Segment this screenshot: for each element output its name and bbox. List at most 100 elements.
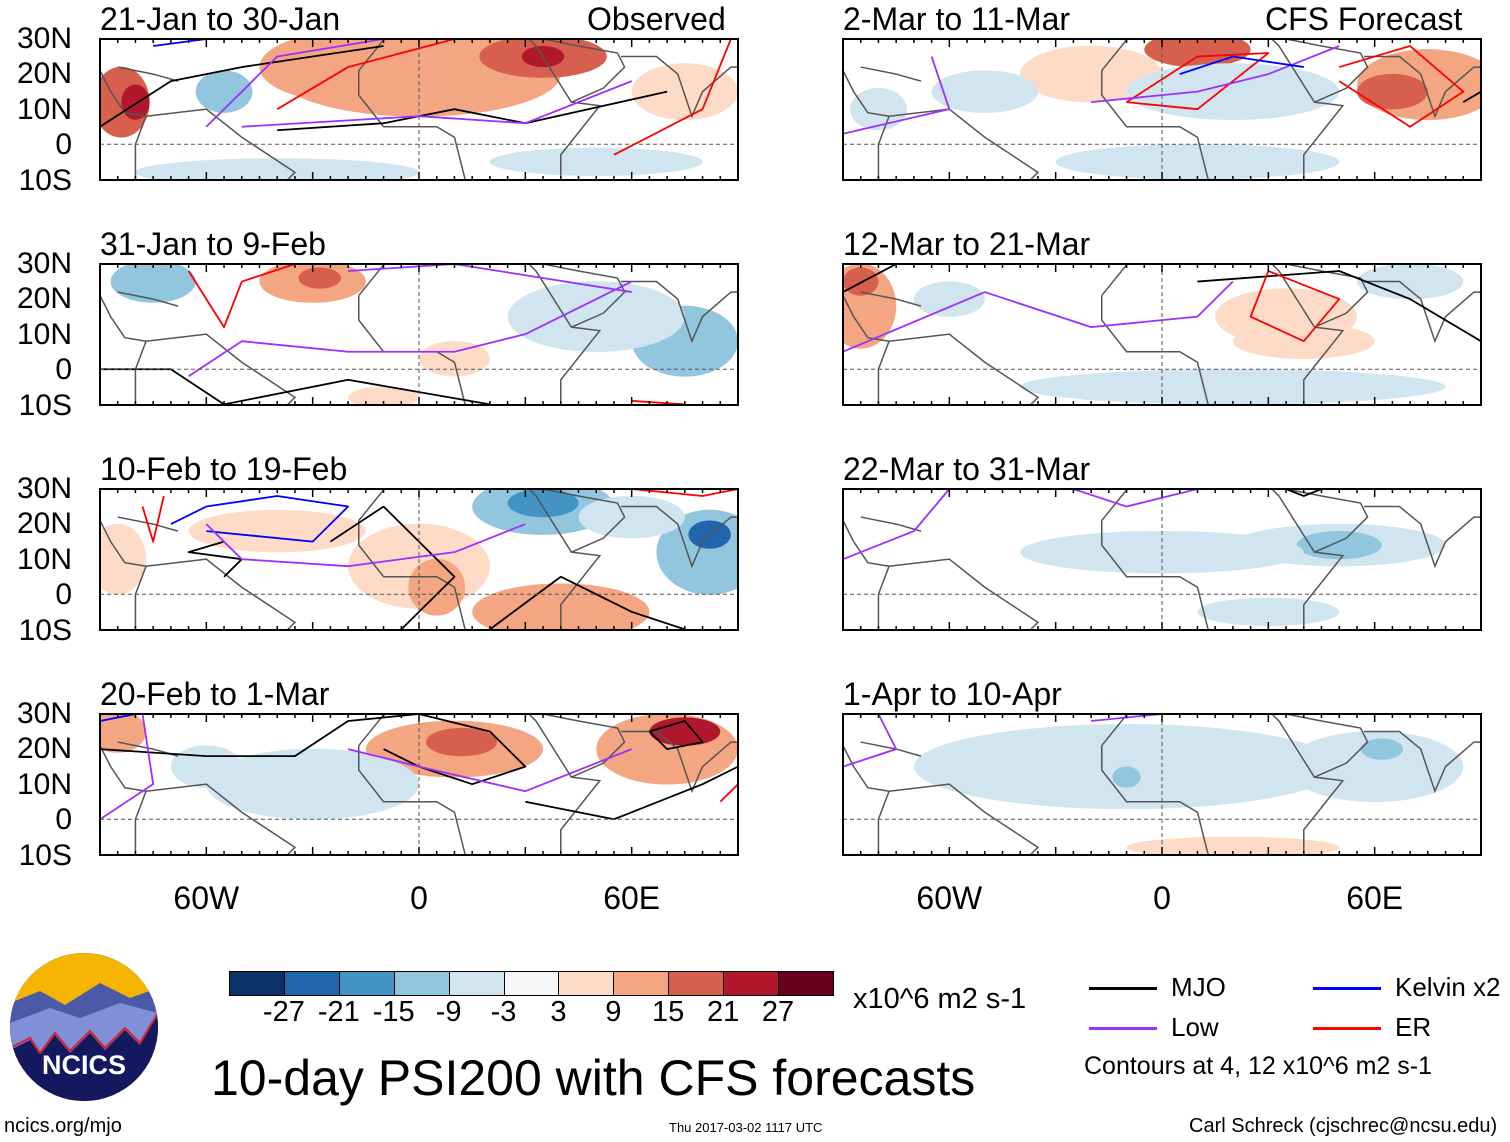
contour-line — [719, 783, 738, 803]
panel-title: 10-Feb to 19-Feb — [100, 451, 348, 487]
contour-line — [170, 495, 350, 543]
lon-tick-label: 0 — [1153, 880, 1171, 916]
coastline — [860, 291, 922, 307]
anomaly-shading — [1356, 73, 1428, 110]
anomaly-shading — [489, 147, 703, 176]
lat-tick-label: 10S — [18, 388, 72, 422]
anomaly-shading — [931, 70, 1038, 113]
colorbar-swatch — [448, 972, 504, 995]
panel-title: 21-Jan to 30-Jan — [100, 1, 341, 37]
coastline — [357, 70, 466, 180]
lon-tick-label: 60E — [1346, 880, 1404, 916]
anomaly-shading — [850, 87, 907, 131]
anomaly-shading — [1286, 731, 1464, 803]
legend-label: Low — [1171, 1012, 1219, 1042]
legend-line-low — [1089, 1027, 1157, 1030]
coastline — [888, 783, 1040, 855]
contour-line — [843, 56, 951, 135]
coastline — [1100, 295, 1209, 405]
anomaly-shading — [100, 523, 147, 595]
anomaly-shading — [1055, 144, 1340, 180]
coastline — [1101, 489, 1129, 522]
colorbar-label: 3 — [550, 996, 567, 1028]
colorbar-label: 21 — [706, 996, 740, 1028]
anomaly-shading — [1020, 45, 1163, 103]
lat-tick-label: 30N — [16, 247, 72, 280]
colorbar-swatch — [613, 972, 669, 995]
anomaly-shading — [298, 267, 342, 289]
footer-url[interactable]: ncics.org/mjo — [4, 1115, 122, 1137]
coastline — [1285, 489, 1369, 553]
coastline — [454, 264, 602, 405]
contour-line — [1126, 52, 1270, 111]
colorbar-label: -9 — [435, 996, 462, 1028]
coastline — [1101, 714, 1129, 747]
legend-line-kelvin-x2 — [1313, 987, 1381, 990]
coastline — [888, 108, 1040, 180]
coastline — [542, 714, 626, 778]
contour-line — [489, 575, 686, 630]
colorbar-label: 15 — [652, 996, 685, 1028]
anomaly-shading — [1112, 766, 1141, 788]
header-cfs-forecast: CFS Forecast — [1265, 1, 1463, 37]
coastline — [117, 516, 179, 532]
contour-line — [843, 264, 897, 293]
anomaly-shading — [135, 158, 419, 180]
lat-tick-label: 0 — [55, 128, 72, 162]
coastline — [454, 714, 602, 855]
map-panel — [99, 38, 739, 181]
anomaly-shading — [206, 748, 420, 820]
panel-title: 1-Apr to 10-Apr — [843, 676, 1062, 712]
lon-tick-label: 60W — [173, 880, 240, 916]
contour-line — [100, 714, 527, 786]
contour-line — [187, 540, 243, 578]
coastline — [843, 744, 891, 855]
colorbar — [229, 971, 834, 996]
coastline — [1364, 55, 1481, 119]
coastline — [145, 333, 297, 405]
map-panel — [99, 713, 739, 856]
contour-line — [1285, 489, 1322, 497]
coastline — [888, 558, 1040, 630]
contour-line — [1073, 489, 1198, 508]
lat-tick-label: 10S — [18, 838, 72, 872]
coastline — [1285, 714, 1369, 778]
legend-label: Kelvin x2 — [1395, 972, 1501, 1002]
coastline — [621, 280, 738, 344]
anomaly-shading — [578, 495, 685, 539]
lat-tick-label: 10S — [18, 163, 72, 197]
coastline — [145, 558, 297, 630]
colorbar-swatch — [230, 972, 284, 995]
anomaly-shading — [843, 267, 879, 296]
lat-tick-label: 10N — [16, 542, 72, 576]
panel-title: 12-Mar to 21-Mar — [843, 226, 1091, 262]
coastline — [358, 714, 386, 747]
contour-line — [613, 39, 732, 156]
colorbar-swatch — [723, 972, 779, 995]
panel-title: 31-Jan to 9-Feb — [100, 226, 326, 262]
contour-line — [100, 45, 384, 128]
colorbar-label: -3 — [490, 996, 517, 1028]
coastline — [621, 55, 738, 119]
contour-line — [631, 399, 685, 405]
coastline — [542, 489, 626, 553]
anomaly-shading — [408, 558, 466, 616]
contour-line — [100, 714, 155, 821]
colorbar-swatch — [338, 972, 394, 995]
legend-line-er — [1313, 1027, 1381, 1030]
contour-line — [1338, 45, 1465, 128]
contour-line — [1462, 90, 1481, 103]
anomaly-shading — [913, 281, 985, 317]
colorbar-swatch — [283, 972, 339, 995]
legend-label: MJO — [1171, 972, 1226, 1002]
colorbar-label: 27 — [761, 996, 795, 1028]
coastline — [542, 39, 626, 103]
anomaly-shading — [1126, 836, 1340, 855]
coastline — [860, 741, 922, 757]
anomaly-shading — [507, 489, 579, 518]
coastline — [1197, 39, 1345, 180]
colorbar-label: 9 — [605, 996, 622, 1028]
map-panel — [99, 263, 739, 406]
anomaly-shading — [348, 386, 419, 405]
contour-line — [187, 264, 296, 329]
